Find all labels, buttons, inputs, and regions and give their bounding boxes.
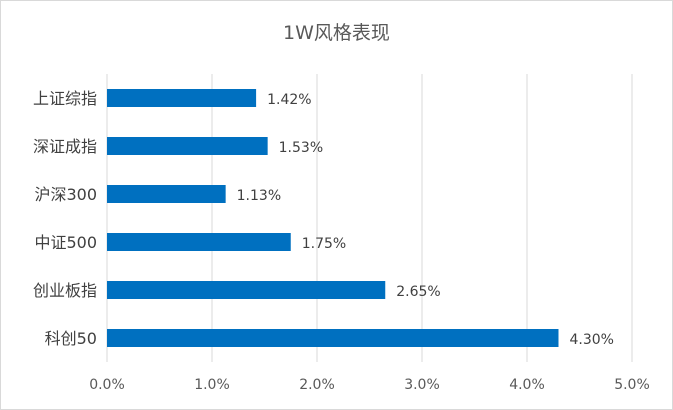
bar	[107, 329, 559, 347]
bar	[107, 185, 226, 203]
x-tick-label: 4.0%	[509, 377, 545, 393]
chart-title: 1W风格表现	[283, 22, 390, 44]
x-tick-label: 2.0%	[299, 377, 335, 393]
data-label: 1.13%	[237, 188, 281, 204]
category-label: 科创50	[45, 329, 97, 348]
bar	[107, 281, 386, 299]
bar	[107, 233, 291, 251]
x-tick-label: 5.0%	[614, 377, 650, 393]
data-label: 1.75%	[302, 236, 346, 252]
data-label: 2.65%	[396, 284, 440, 300]
x-tick-label: 0.0%	[89, 377, 125, 393]
x-tick-label: 1.0%	[194, 377, 230, 393]
bar	[107, 137, 268, 155]
category-label: 沪深300	[34, 185, 97, 204]
x-tick-label: 3.0%	[404, 377, 440, 393]
category-label: 上证综指	[33, 89, 97, 108]
category-label: 深证成指	[33, 137, 97, 156]
data-label: 4.30%	[570, 332, 614, 348]
bar	[107, 89, 257, 107]
category-label: 创业板指	[33, 281, 97, 300]
data-label: 1.42%	[267, 92, 311, 108]
category-label: 中证500	[34, 233, 97, 252]
data-label: 1.53%	[279, 140, 323, 156]
